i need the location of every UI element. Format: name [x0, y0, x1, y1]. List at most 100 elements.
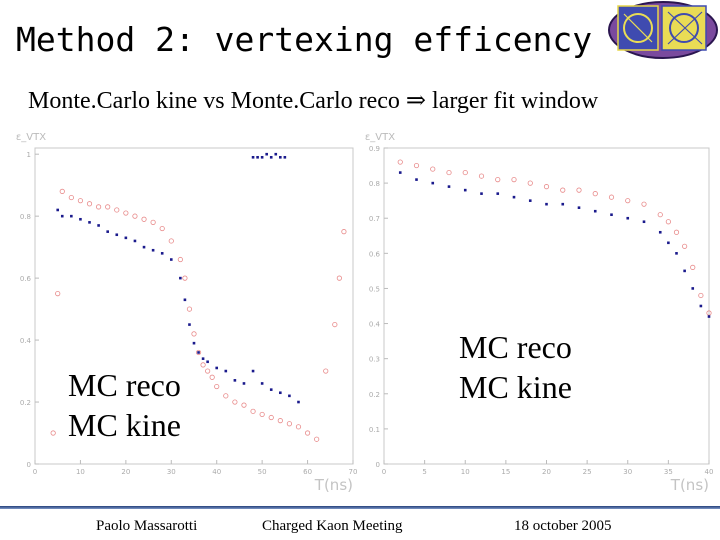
right-chart-s1-point-4 — [463, 188, 467, 192]
right-chart-ytick-label-7: 0.7 — [369, 215, 380, 223]
left-chart-s1-point-27 — [269, 388, 273, 391]
left-chart-frame — [34, 147, 354, 465]
legend-right: MC reco MC kine — [459, 327, 572, 407]
left-chart-s0-point-28 — [259, 411, 265, 418]
right-chart-xlabel: T(ns) — [670, 476, 709, 494]
left-chart-s1-point-4 — [88, 221, 91, 224]
right-chart-s0-point-3 — [446, 169, 452, 176]
left-chart-s1-point-0 — [56, 208, 60, 212]
right-chart-s1-point-5 — [480, 192, 483, 195]
left-chart-s0-point-36 — [332, 321, 338, 328]
left-chart-s1-point-8 — [124, 236, 128, 240]
kloe-logo — [608, 1, 718, 59]
right-chart-s1-point-9 — [545, 202, 548, 206]
left-chart-s0-point-32 — [295, 424, 302, 430]
left-chart-s0-point-13 — [159, 225, 165, 232]
right-chart-s0-point-17 — [665, 219, 671, 225]
right-chart-s0-point-12 — [592, 191, 598, 197]
right-chart-s0-point-8 — [527, 180, 533, 186]
left-chart-s1-point-7 — [115, 233, 119, 237]
right-chart-s0-point-0 — [397, 159, 403, 165]
left-chart-ytick-label-4: 0.8 — [20, 213, 31, 221]
left-chart-ylabel: ε_VTX — [16, 132, 46, 143]
left-chart-s0-point-37 — [336, 275, 342, 281]
left-chart-s0-point-16 — [182, 275, 188, 281]
right-chart-s1-point-20 — [691, 287, 695, 290]
footer-author: Paolo Massarotti — [96, 518, 198, 534]
left-chart-s1-point-3 — [79, 217, 82, 221]
left-chart-s0-point-14 — [168, 238, 174, 244]
footer-meeting: Charged Kaon Meeting — [262, 518, 403, 534]
right-chart-s1-point-21 — [699, 304, 703, 308]
left-chart-s0-point-21 — [205, 368, 211, 374]
right-chart-s0-point-9 — [543, 184, 550, 190]
left-chart-s1-point-28 — [279, 391, 282, 395]
right-chart-s1-point-7 — [512, 195, 516, 199]
footer-date: 18 october 2005 — [514, 518, 612, 534]
right-chart-s1-point-10 — [561, 202, 565, 206]
right-chart-frame — [383, 147, 710, 465]
left-chart-s0-point-12 — [150, 219, 156, 225]
left-chart-s1-point-14 — [179, 276, 182, 280]
right-chart-s1-point-19 — [683, 269, 686, 273]
right-chart-s1-point-12 — [593, 209, 597, 213]
right-chart-s1-point-2 — [431, 181, 435, 185]
right-chart-s0-point-11 — [576, 187, 582, 193]
right-chart-s0-point-7 — [511, 176, 517, 183]
left-chart-s0-point-18 — [191, 331, 197, 337]
left-chart-s0-point-15 — [177, 256, 183, 263]
left-chart-s1-point-16 — [188, 323, 191, 326]
legend-left: MC reco MC kine — [68, 365, 181, 445]
legend-right-kine: MC kine — [459, 369, 572, 405]
right-chart-s0-point-5 — [478, 173, 485, 179]
left-chart-s1-point-18 — [197, 351, 200, 354]
right-chart-ytick-label-1: 0.1 — [369, 426, 380, 434]
right-chart-s0-point-4 — [462, 169, 468, 176]
left-chart-s1-point-9 — [133, 239, 137, 243]
right-chart-ylabel: ε_VTX — [365, 132, 395, 143]
left-chart-ytick-label-2: 0.4 — [20, 337, 32, 345]
left-chart-s1-point-26 — [260, 382, 264, 385]
right-chart-s0-point-21 — [698, 292, 704, 299]
left-chart-xtick-label-1: 10 — [76, 468, 85, 476]
left-chart-s0-point-17 — [186, 306, 193, 312]
efficiency-chart-right: 0 0.1 0.2 0.3 0.4 0.5 0.6 0.7 0.8 0.9 0 5 10 15 20 25 30… — [365, 132, 714, 494]
left-chart-s2-point-0 — [251, 155, 255, 159]
left-chart-s0-point-3 — [68, 194, 74, 201]
left-chart-s0-point-19 — [195, 349, 202, 356]
right-chart-ytick-label-8: 0.8 — [369, 180, 380, 188]
footer: Paolo Massarotti Charged Kaon Meeting 18… — [0, 506, 720, 540]
left-chart-xlabel: T(ns) — [314, 476, 353, 494]
left-chart-s1-point-2 — [70, 214, 73, 218]
left-chart-s1-point-23 — [233, 379, 237, 382]
legend-left-reco: MC reco — [68, 367, 181, 403]
left-chart-s0-point-0 — [50, 430, 56, 436]
right-chart-s0-point-2 — [430, 166, 436, 172]
right-chart-ytick-label-2: 0.2 — [369, 391, 380, 399]
left-chart-s1-point-13 — [169, 258, 173, 261]
right-chart-xtick-label-2: 10 — [461, 468, 470, 476]
left-chart-s0-point-34 — [314, 436, 320, 442]
right-chart-s0-point-18 — [673, 229, 680, 235]
left-chart-s1-point-29 — [288, 394, 291, 398]
left-chart-s0-point-1 — [55, 291, 61, 297]
right-chart-xtick-label-0: 0 — [382, 468, 386, 476]
right-chart-ytick-label-5: 0.5 — [369, 285, 380, 293]
left-chart-s1-point-30 — [297, 400, 300, 404]
right-chart-s1-point-0 — [398, 171, 402, 174]
left-chart-s2-point-5 — [274, 152, 278, 156]
left-chart-s0-point-35 — [323, 368, 329, 374]
left-chart-s1-point-6 — [106, 230, 109, 233]
left-chart-s0-point-11 — [141, 216, 147, 222]
right-chart-ytick-label-3: 0.3 — [369, 356, 380, 364]
left-chart-s0-point-29 — [268, 414, 274, 421]
right-chart-xtick-label-4: 20 — [542, 468, 551, 476]
right-chart-ytick-label-4: 0.4 — [369, 321, 381, 329]
left-chart-s0-point-30 — [277, 418, 283, 424]
left-chart-s0-point-25 — [232, 399, 238, 405]
right-chart-s1-point-1 — [415, 178, 418, 181]
right-chart-s0-point-1 — [413, 162, 420, 169]
left-chart-s0-point-20 — [200, 362, 206, 368]
right-chart-s1-point-8 — [528, 199, 532, 202]
footer-rule — [0, 506, 720, 509]
